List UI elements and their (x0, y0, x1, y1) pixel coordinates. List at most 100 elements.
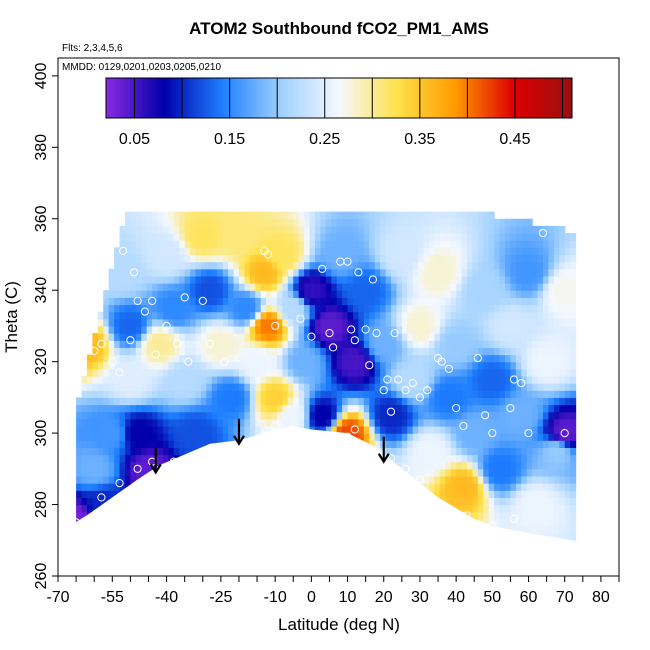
heatmap-cell (385, 290, 392, 298)
heatmap-cell (320, 290, 327, 298)
heatmap-cell (76, 468, 83, 477)
heatmap-cell (168, 325, 175, 334)
heatmap-cell (266, 311, 273, 320)
heatmap-cell (195, 418, 202, 427)
heatmap-cell (293, 368, 300, 377)
heatmap-cell (488, 318, 495, 327)
heatmap-cell (434, 218, 441, 227)
heatmap-cell (526, 468, 533, 477)
heatmap-cell (564, 433, 571, 441)
colorbar-segment (222, 78, 226, 118)
heatmap-cell (363, 283, 370, 291)
heatmap-cell (499, 440, 506, 448)
heatmap-cell (271, 383, 278, 391)
heatmap-cell (570, 390, 577, 398)
heatmap-cell (564, 311, 571, 320)
heatmap-cell (542, 275, 550, 284)
heatmap-cell (542, 504, 550, 513)
heatmap-cell (477, 411, 484, 420)
heatmap-cell (515, 511, 522, 520)
heatmap-cell (564, 404, 571, 413)
heatmap-cell (103, 311, 110, 320)
heatmap-cell (179, 275, 186, 284)
heatmap-cell (380, 218, 387, 227)
heatmap-cell (477, 240, 484, 248)
heatmap-cell (412, 404, 419, 413)
heatmap-cell (206, 261, 213, 270)
heatmap-cell (276, 411, 283, 420)
heatmap-cell (483, 268, 490, 277)
observation-point (459, 421, 468, 431)
heatmap-cell (238, 268, 245, 277)
heatmap-cell (146, 275, 153, 284)
heatmap-cell (190, 240, 197, 248)
heatmap-cell (542, 497, 550, 506)
heatmap-cell (238, 404, 245, 413)
heatmap-cell (504, 340, 512, 348)
heatmap-cell (385, 440, 392, 448)
heatmap-cell (385, 240, 392, 248)
colorbar-segment (215, 78, 219, 118)
heatmap-cell (358, 418, 365, 427)
heatmap-cell (434, 475, 441, 484)
heatmap-cell (119, 318, 126, 327)
heatmap-cell (542, 261, 550, 270)
heatmap-cell (466, 433, 474, 441)
heatmap-cell (233, 340, 240, 348)
observation-point (173, 339, 182, 348)
heatmap-cell (548, 268, 555, 277)
heatmap-cell (510, 504, 517, 513)
heatmap-cell (342, 304, 349, 313)
heatmap-cell (401, 268, 408, 277)
heatmap-cell (190, 347, 197, 356)
heatmap-cell (461, 390, 468, 398)
heatmap-cell (114, 325, 121, 334)
heatmap-cell (336, 390, 343, 398)
heatmap-cell (363, 411, 370, 420)
heatmap-cell (244, 397, 251, 406)
heatmap-cell (439, 468, 446, 477)
heatmap-cell (553, 390, 560, 398)
heatmap-cell (152, 425, 159, 434)
heatmap-cell (86, 404, 93, 413)
heatmap-cell (276, 311, 283, 320)
heatmap-cell (342, 375, 349, 384)
heatmap-cell (76, 511, 83, 520)
heatmap-cell (352, 254, 360, 263)
heatmap-cell (336, 233, 343, 241)
heatmap-cell (401, 375, 408, 384)
heatmap-cell (190, 318, 197, 327)
heatmap-cell (401, 454, 408, 463)
observation-point (318, 264, 327, 273)
heatmap-cell (331, 390, 338, 398)
heatmap-cell (450, 411, 457, 420)
heatmap-cell (173, 211, 180, 220)
heatmap-cell (477, 311, 484, 320)
heatmap-cell (472, 354, 479, 363)
heatmap-cell (488, 454, 495, 463)
heatmap-cell (228, 233, 235, 241)
heatmap-cell (504, 518, 512, 527)
heatmap-cell (434, 240, 441, 248)
heatmap-cell (103, 447, 110, 456)
heatmap-cell (190, 375, 197, 384)
heatmap-cell (266, 340, 273, 348)
heatmap-cell (119, 304, 126, 313)
heatmap-cell (456, 247, 463, 256)
heatmap-cell (233, 233, 240, 241)
heatmap-cell (206, 397, 213, 406)
heatmap-cell (526, 461, 533, 470)
heatmap-cell (342, 297, 349, 306)
heatmap-cell (363, 311, 370, 320)
heatmap-cell (466, 261, 474, 270)
heatmap-cell (190, 211, 197, 220)
heatmap-cell (217, 275, 224, 284)
heatmap-cell (211, 233, 218, 241)
heatmap-cell (217, 290, 224, 298)
heatmap-cell (282, 304, 289, 313)
heatmap-cell (570, 347, 577, 356)
heatmap-cell (260, 375, 267, 384)
heatmap-cell (119, 311, 126, 320)
heatmap-cell (320, 404, 327, 413)
y-tick-label: 280 (33, 491, 50, 518)
